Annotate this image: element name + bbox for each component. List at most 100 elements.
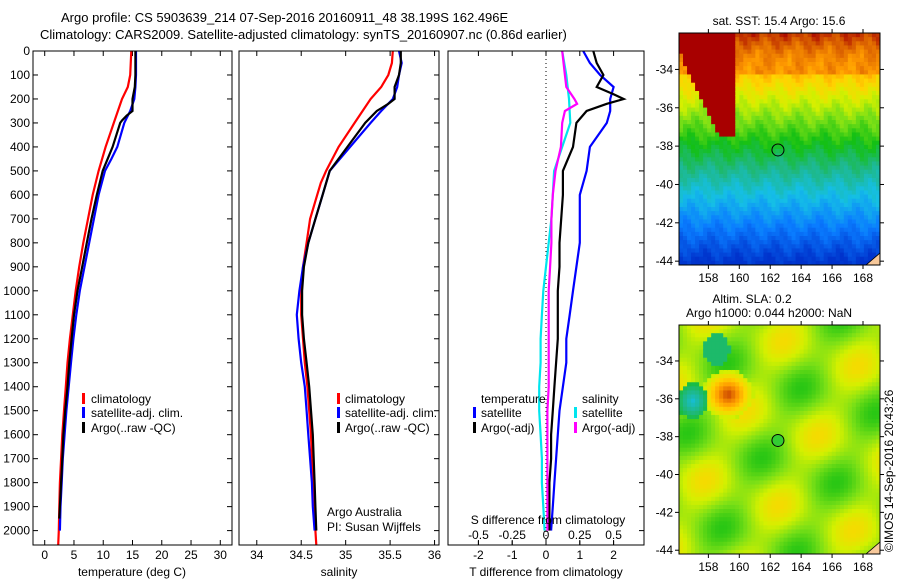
map-cell — [775, 464, 781, 469]
map-cell — [739, 149, 744, 154]
map-cell — [831, 256, 837, 262]
map-cell — [775, 256, 781, 262]
map-cell — [783, 451, 789, 457]
map-cell — [871, 248, 877, 254]
map-cell — [739, 492, 744, 498]
map-cell — [867, 157, 873, 163]
map-cell — [755, 215, 760, 221]
map-cell — [735, 37, 740, 42]
map-cell — [703, 248, 708, 254]
map-cell — [707, 361, 712, 367]
map-cell — [799, 149, 805, 154]
map-cell — [831, 91, 837, 96]
map-cell — [847, 70, 853, 76]
map-cell — [791, 103, 797, 109]
map-cell — [795, 240, 801, 245]
map-cell — [827, 211, 833, 216]
map-cell — [847, 161, 853, 167]
map-cell — [679, 227, 684, 233]
map-cell — [719, 244, 724, 250]
map-cell — [835, 182, 841, 187]
map-cell — [779, 231, 785, 237]
map-cell — [739, 541, 744, 547]
map-cell — [827, 86, 833, 92]
map-cell — [803, 378, 809, 383]
map-cell — [755, 451, 760, 457]
x-tick-label: 34.5 — [290, 548, 314, 562]
map-cell — [719, 451, 724, 457]
map-cell — [767, 476, 773, 481]
map-cell — [815, 398, 821, 404]
map-cell — [763, 353, 769, 359]
map-cell — [771, 161, 777, 167]
map-cell — [771, 476, 777, 481]
map-cell — [731, 537, 736, 543]
map-cell — [711, 91, 716, 96]
map-cell — [759, 66, 765, 71]
map-cell — [727, 541, 732, 547]
map-cell — [867, 132, 873, 138]
map-cell — [747, 464, 752, 469]
map-cell — [759, 186, 765, 192]
map-cell — [755, 182, 760, 187]
map-cell — [843, 45, 849, 51]
map-cell — [731, 66, 736, 71]
map-cell — [711, 390, 716, 396]
map-cell — [751, 120, 756, 125]
map-cell — [699, 333, 704, 338]
map-cell — [771, 120, 777, 125]
map-cell — [791, 115, 797, 121]
map-cell — [823, 103, 829, 109]
map-cell — [815, 419, 821, 424]
map-cell — [707, 533, 712, 539]
map-cell — [691, 252, 696, 258]
map-cell — [811, 202, 817, 208]
map-cell — [835, 252, 841, 258]
map-cell — [731, 500, 736, 506]
map-cell — [803, 53, 809, 59]
map-cell — [755, 37, 760, 42]
map-cell — [767, 215, 773, 221]
map-cell — [679, 365, 684, 371]
map-cell — [799, 513, 805, 518]
salinity-axes-frame — [238, 50, 440, 546]
map-cell — [695, 472, 700, 477]
map-cell — [759, 91, 765, 96]
map-cell — [839, 240, 845, 245]
map-cell — [715, 161, 720, 167]
map-cell — [827, 132, 833, 138]
map-cell — [711, 53, 716, 59]
map-cell — [771, 91, 777, 96]
map-cell — [723, 74, 728, 80]
map-cell — [835, 45, 841, 51]
map-cell — [835, 173, 841, 179]
map-cell — [779, 256, 785, 262]
map-cell — [707, 53, 712, 59]
map-cell — [687, 394, 692, 400]
map-cell — [771, 464, 777, 469]
map-cell — [707, 451, 712, 457]
map-cell — [723, 103, 728, 109]
map-cell — [795, 115, 801, 121]
map-cell — [787, 431, 793, 437]
map-cell — [743, 435, 748, 441]
map-cell — [691, 202, 696, 208]
map-cell — [759, 157, 765, 163]
map-cell — [791, 132, 797, 138]
map-cell — [683, 349, 688, 355]
map-cell — [807, 419, 813, 424]
map-cell — [795, 136, 801, 142]
map-cell — [767, 211, 773, 216]
map-cell — [807, 431, 813, 437]
map-cell — [807, 219, 813, 225]
map-cell — [771, 66, 777, 71]
map-cell — [791, 74, 797, 80]
map-cell — [743, 256, 748, 262]
map-cell — [831, 111, 837, 117]
map-cell — [707, 439, 712, 445]
map-cell — [807, 402, 813, 408]
map-cell — [719, 165, 724, 171]
map-cell — [831, 248, 837, 254]
map-cell — [787, 86, 793, 92]
map-cell — [707, 369, 712, 375]
